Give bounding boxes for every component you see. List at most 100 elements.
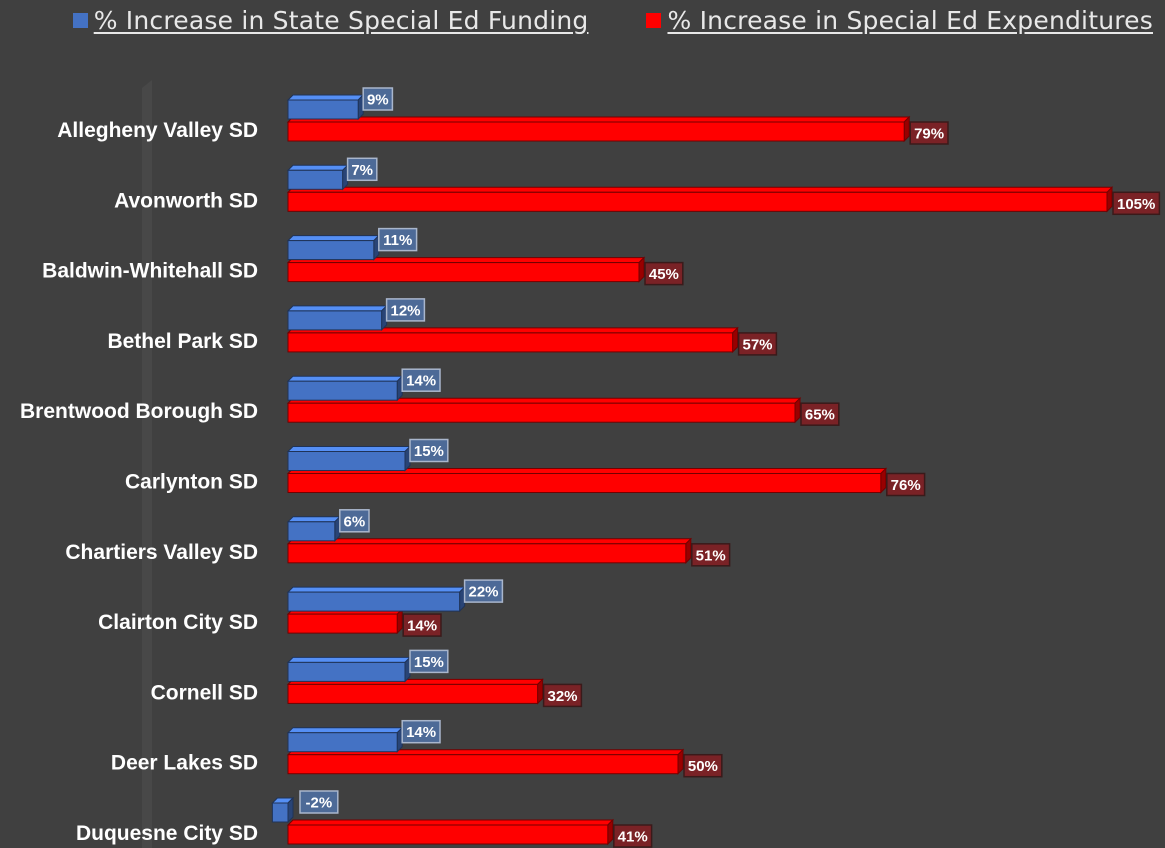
expenditure-bar xyxy=(287,473,882,493)
expenditure-bar-side xyxy=(732,326,739,354)
expenditure-bar-top xyxy=(286,186,1114,193)
funding-data-label: 22% xyxy=(468,584,498,601)
category-label: Brentwood Borough SD xyxy=(20,400,258,423)
expenditure-bar xyxy=(287,824,609,845)
expenditure-data-label-box xyxy=(909,121,949,145)
axis-wall xyxy=(142,80,152,848)
expenditure-data-label-box xyxy=(737,332,778,356)
category-label: Avonworth SD xyxy=(114,189,258,212)
funding-data-label-box xyxy=(409,438,449,463)
legend-label-expenditures: % Increase in Special Ed Expenditures xyxy=(667,6,1153,35)
funding-bar-top xyxy=(286,516,342,523)
funding-bar xyxy=(287,451,406,471)
expenditure-data-label: 51% xyxy=(696,547,726,564)
expenditure-data-label-box xyxy=(644,261,684,286)
expenditure-bar-top xyxy=(286,116,911,123)
expenditure-bar xyxy=(287,121,905,142)
funding-bar xyxy=(287,310,383,331)
category-label: Bethel Park SD xyxy=(107,330,258,353)
expenditure-data-label-box xyxy=(613,824,653,848)
funding-data-label-box xyxy=(378,227,418,252)
legend: % Increase in State Special Ed Funding %… xyxy=(72,6,1153,35)
funding-data-label: 7% xyxy=(351,162,373,179)
category-label: Carlynton SD xyxy=(125,471,258,494)
expenditure-data-label: 14% xyxy=(407,618,437,635)
legend-item-state-funding: % Increase in State Special Ed Funding xyxy=(72,6,589,35)
expenditure-data-label-box xyxy=(691,543,731,567)
expenditure-bar-side xyxy=(638,256,645,283)
expenditure-data-label: 79% xyxy=(914,126,944,143)
funding-bar-top xyxy=(286,727,404,734)
expenditure-bar-side xyxy=(677,748,684,775)
expenditure-bar-side xyxy=(903,115,910,143)
legend-label-state-funding: % Increase in State Special Ed Funding xyxy=(93,6,589,35)
expenditure-data-label: 41% xyxy=(618,829,648,846)
expenditure-bar xyxy=(287,191,1108,212)
funding-data-label-box xyxy=(346,157,378,182)
expenditure-bar xyxy=(287,613,398,634)
category-label: Allegheny Valley SD xyxy=(57,119,258,142)
funding-data-label: 15% xyxy=(414,654,444,671)
category-label: Baldwin-Whitehall SD xyxy=(42,260,258,283)
funding-bar-top xyxy=(286,656,412,663)
funding-bar-top xyxy=(286,164,349,171)
funding-data-label-box xyxy=(409,649,449,674)
funding-bar xyxy=(287,732,398,753)
funding-bar xyxy=(287,591,461,612)
expenditure-data-label: 45% xyxy=(649,266,679,283)
category-label: Clairton City SD xyxy=(98,611,258,634)
category-label: Cornell SD xyxy=(151,681,258,704)
funding-bar-top xyxy=(286,446,412,452)
funding-bar-side xyxy=(287,796,294,824)
funding-bar xyxy=(271,802,289,823)
expenditure-bar xyxy=(287,543,687,564)
funding-data-label: 14% xyxy=(406,724,436,741)
category-label: Duquesne City SD xyxy=(76,822,258,845)
legend-swatch-state-funding xyxy=(72,13,88,28)
legend-item-expenditures: % Increase in Special Ed Expenditures xyxy=(646,6,1153,35)
expenditure-data-label-box xyxy=(542,683,583,708)
funding-data-label: 6% xyxy=(344,513,366,530)
category-label: Chartiers Valley SD xyxy=(65,541,258,564)
expenditure-bar-side xyxy=(396,607,403,635)
funding-bar xyxy=(287,99,359,120)
funding-bar-side xyxy=(334,515,341,543)
funding-data-label-box xyxy=(401,368,441,392)
funding-data-label: 9% xyxy=(367,92,389,109)
funding-data-label-box xyxy=(385,298,426,322)
expenditure-bar-top xyxy=(286,819,615,826)
funding-bar xyxy=(287,661,406,682)
expenditure-data-label-box xyxy=(800,402,840,426)
expenditure-data-label: 57% xyxy=(742,336,772,353)
expenditure-data-label: 65% xyxy=(805,407,835,424)
legend-swatch-expenditures xyxy=(646,13,662,28)
expenditure-data-label: 76% xyxy=(891,477,921,494)
expenditure-bar xyxy=(287,683,539,704)
expenditure-bar-side xyxy=(880,467,887,494)
expenditure-data-label: 105% xyxy=(1117,196,1155,213)
expenditure-data-label-box xyxy=(886,472,926,497)
expenditure-data-label: 50% xyxy=(688,758,718,775)
funding-bar-side xyxy=(357,93,364,121)
funding-data-label: 12% xyxy=(390,302,420,319)
expenditure-bar-side xyxy=(685,537,692,565)
funding-bar xyxy=(287,380,398,401)
funding-data-label-box xyxy=(299,790,339,814)
expenditure-bar-side xyxy=(607,818,614,846)
funding-data-label-box xyxy=(362,87,394,111)
expenditure-data-label: 32% xyxy=(547,688,577,705)
funding-data-label: 11% xyxy=(383,232,412,249)
expenditure-bar-side xyxy=(1106,186,1113,213)
funding-data-label-box xyxy=(339,509,370,533)
expenditure-bar-top xyxy=(286,538,693,545)
expenditure-bar xyxy=(287,402,796,423)
funding-bar-top xyxy=(286,375,404,382)
expenditure-data-label-box xyxy=(1112,191,1161,216)
expenditure-data-label-box xyxy=(402,613,442,637)
funding-bar xyxy=(287,240,375,261)
funding-bar xyxy=(287,521,336,542)
funding-bar-top xyxy=(286,586,466,593)
funding-data-label: -2% xyxy=(306,795,333,812)
expenditure-bar-side xyxy=(537,678,544,705)
